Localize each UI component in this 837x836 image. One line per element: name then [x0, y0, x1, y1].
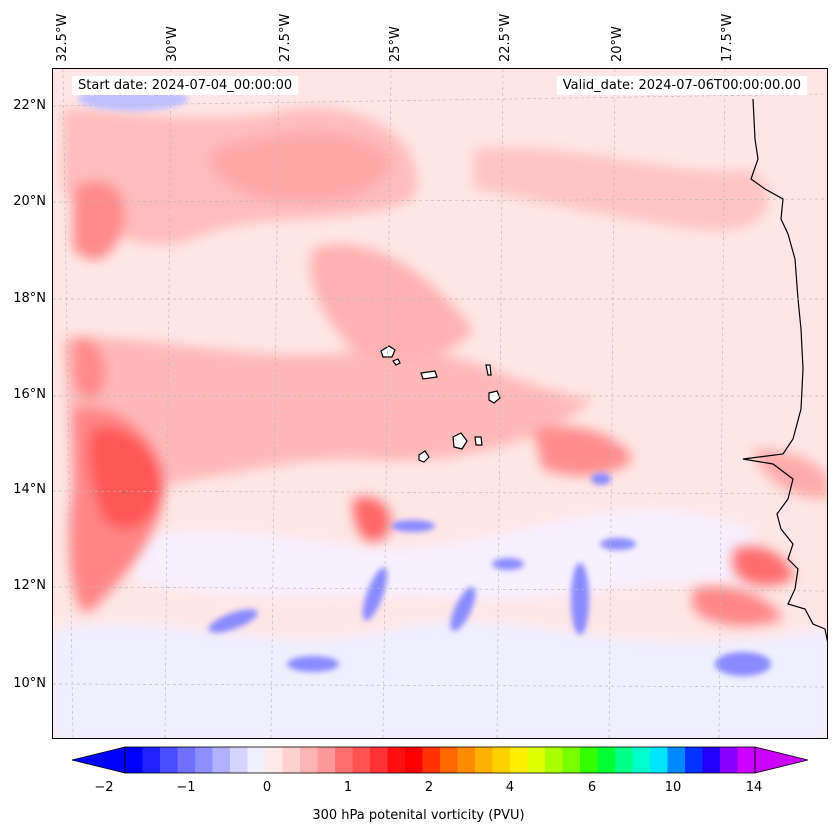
- colorbar-bin: [265, 747, 283, 773]
- colorbar-bin: [527, 747, 546, 773]
- lon-label: 32.5°W: [55, 13, 70, 62]
- colorbar-bin: [720, 747, 738, 773]
- colorbar-bin: [422, 747, 441, 773]
- colorbar-extend-high: [754, 746, 809, 774]
- colorbar-bin: [440, 747, 458, 773]
- valid-date-label: Valid_date: 2024-07-06T00:00:00.00: [556, 76, 807, 95]
- colorbar-bin: [510, 747, 528, 773]
- colorbar-bin: [335, 747, 353, 773]
- colorbar-bin: [177, 747, 196, 773]
- colorbar-tick-label: 1: [343, 780, 353, 795]
- colorbar-bin: [387, 747, 406, 773]
- colorbar-bin: [667, 747, 686, 773]
- colorbar-bin: [195, 747, 213, 773]
- colorbar-bin: [457, 747, 476, 773]
- colorbar-bin: [125, 747, 143, 773]
- lon-label: 20°W: [610, 26, 625, 62]
- colorbar-bin: [405, 747, 423, 773]
- colorbar-bin: [352, 747, 371, 773]
- colorbar-bin: [580, 747, 598, 773]
- lon-label: 25°W: [388, 26, 403, 62]
- lon-label: 30°W: [165, 26, 180, 62]
- colorbar: [71, 746, 809, 774]
- colorbar-bin: [160, 747, 178, 773]
- colorbar-bin: [615, 747, 633, 773]
- colorbar-bin: [317, 747, 336, 773]
- lat-label: 10°N: [13, 676, 46, 691]
- colorbar-bin: [685, 747, 703, 773]
- colorbar-bin: [300, 747, 318, 773]
- pv-map: [52, 68, 828, 739]
- lat-label: 20°N: [13, 194, 46, 209]
- colorbar-bin: [142, 747, 161, 773]
- colorbar-tick-label: −2: [94, 780, 114, 795]
- colorbar-tick-label: 2: [424, 780, 434, 795]
- colorbar-bin: [247, 747, 266, 773]
- lat-label: 18°N: [13, 291, 46, 306]
- lat-label: 14°N: [13, 482, 46, 497]
- lon-label: 27.5°W: [278, 13, 293, 62]
- pv-field: [53, 69, 827, 738]
- lon-label: 22.5°W: [498, 13, 513, 62]
- colorbar-bin: [597, 747, 616, 773]
- colorbar-label: 300 hPa potenital vorticity (PVU): [312, 808, 525, 823]
- colorbar-tick-label: −1: [176, 780, 196, 795]
- colorbar-tick-label: 14: [745, 780, 763, 795]
- colorbar-extend-low: [71, 746, 126, 774]
- colorbar-bin: [702, 747, 721, 773]
- colorbar-bin: [545, 747, 563, 773]
- colorbar-tick-label: 0: [262, 780, 272, 795]
- colorbar-bin: [737, 747, 756, 773]
- colorbar-bin: [370, 747, 388, 773]
- colorbar-tick-label: 4: [505, 780, 515, 795]
- colorbar-tick-label: 10: [664, 780, 682, 795]
- colorbar-bin: [632, 747, 651, 773]
- colorbar-bin: [230, 747, 248, 773]
- start-date-label: Start date: 2024-07-04_00:00:00: [72, 76, 299, 95]
- lon-label: 17.5°W: [720, 13, 735, 62]
- colorbar-bin: [475, 747, 493, 773]
- lat-label: 16°N: [13, 387, 46, 402]
- colorbar-bin: [212, 747, 231, 773]
- colorbar-tick-label: 6: [587, 780, 597, 795]
- colorbar-bin: [650, 747, 668, 773]
- colorbar-bin: [282, 747, 301, 773]
- lat-label: 22°N: [13, 98, 46, 113]
- colorbar-bin: [562, 747, 581, 773]
- lat-label: 12°N: [13, 578, 46, 593]
- colorbar-bin: [492, 747, 511, 773]
